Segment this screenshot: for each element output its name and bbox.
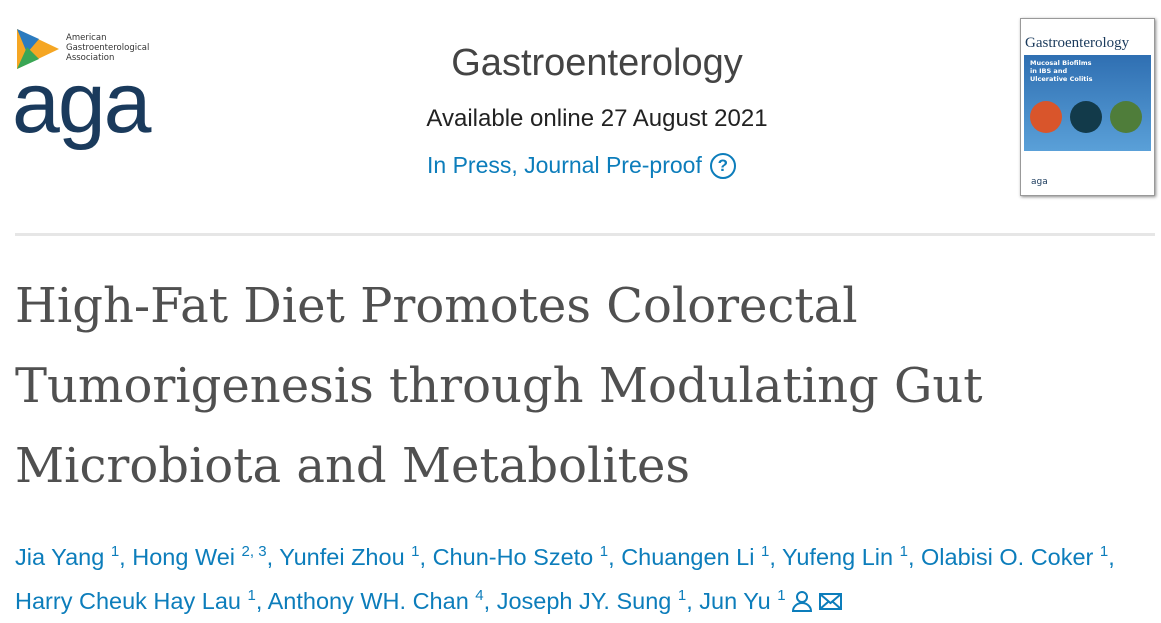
author-name[interactable]: Yunfei Zhou [279,544,405,570]
cover-logo: aga [1031,177,1048,187]
separator: , [769,544,776,570]
cover-panel: Mucosal Biofilms in IBS and Ulcerative C… [1024,55,1151,151]
separator: , [1108,544,1115,570]
status[interactable]: In Press, Journal Pre-proof [427,152,702,178]
author[interactable]: Chuangen Li 1 [621,544,769,570]
author-name[interactable]: Harry Cheuk Hay Lau [15,588,241,614]
author-list: Jia Yang 1, Hong Wei 2, 3, Yunfei Zhou 1… [15,535,1150,623]
society-acronym: aga [12,55,151,151]
author-name[interactable]: Chuangen Li [621,544,755,570]
author-name[interactable]: Jun Yu [699,588,771,614]
affiliation[interactable]: 1 [899,543,908,560]
cover-art [1030,101,1142,133]
author[interactable]: Anthony WH. Chan 4 [268,588,484,614]
divider [15,233,1155,236]
author[interactable]: Jia Yang 1 [15,544,119,570]
author-name[interactable]: Anthony WH. Chan [267,588,469,614]
article-title: High-Fat Diet Promotes Colorectal Tumori… [15,278,983,494]
author[interactable]: Harry Cheuk Hay Lau 1 [15,588,256,614]
author[interactable]: Olabisi O. Coker 1 [921,544,1108,570]
separator: , [686,588,693,614]
author-name[interactable]: Chun-Ho Szeto [432,544,594,570]
author-name[interactable]: Joseph JY. Sung [496,588,672,614]
author[interactable]: Hong Wei 2, 3 [132,544,266,570]
author-name[interactable]: Yufeng Lin [781,544,894,570]
separator: , [119,544,126,570]
contact-icons[interactable] [791,590,844,612]
affiliation[interactable]: 2, 3 [241,543,267,560]
separator: , [255,588,263,614]
author[interactable]: Jun Yu 1 [699,588,785,614]
affiliation[interactable]: 1 [1099,543,1109,560]
separator: , [608,544,615,570]
status-row: In Press, Journal Pre-proof ? [427,152,736,179]
affiliation[interactable]: 4 [475,587,484,604]
affiliation[interactable]: 1 [411,543,420,560]
author[interactable]: Joseph JY. Sung 1 [497,588,687,614]
author[interactable]: Yufeng Lin 1 [782,544,908,570]
separator: , [419,544,427,570]
affiliation[interactable]: 1 [777,587,786,604]
cover-headline: Mucosal Biofilms in IBS and Ulcerative C… [1030,59,1093,83]
help-icon[interactable]: ? [709,152,736,179]
cover-journal: Gastroenterology [1025,35,1130,51]
affiliation[interactable]: 1 [677,587,687,604]
separator: , [266,544,274,570]
cover-image[interactable]: Gastroenterology Mucosal Biofilms in IBS… [1020,18,1155,196]
separator: , [483,588,491,614]
author-name[interactable]: Jia Yang [15,544,105,570]
availability: Available online 27 August 2021 [426,105,768,132]
aga-logo-mark [17,29,59,69]
affiliation[interactable]: 1 [110,543,120,560]
author-name[interactable]: Olabisi O. Coker [921,544,1094,570]
society-name: American Gastroenterological Association [66,33,150,63]
separator: , [907,544,915,570]
affiliation[interactable]: 1 [247,587,256,604]
affiliation[interactable]: 1 [761,543,770,560]
author-name[interactable]: Hong Wei [132,544,235,570]
author[interactable]: Chun-Ho Szeto 1 [433,544,609,570]
journal-name[interactable]: Gastroenterology [451,42,743,84]
author[interactable]: Yunfei Zhou 1 [279,544,419,570]
affiliation[interactable]: 1 [599,543,609,560]
